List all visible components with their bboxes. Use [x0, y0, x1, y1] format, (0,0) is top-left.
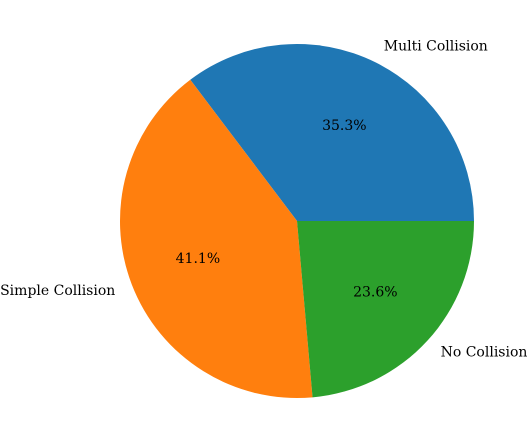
pie-category-label: Multi Collision: [384, 39, 488, 55]
pie-slice-simple-collision: [120, 79, 313, 399]
pie-category-label: Simple Collision: [0, 283, 115, 299]
pie-slice-multi-collision: [190, 43, 474, 222]
pie-percent-label: 35.3%: [322, 118, 366, 134]
pie-category-labels: Multi Collision Simple Collision No Collis…: [0, 39, 527, 361]
pie-category-label: No Collision: [441, 344, 528, 360]
pie-percent-labels: 35.3% 41.1% 23.6%: [176, 118, 398, 301]
pie-slices: [120, 43, 474, 399]
pie-percent-label: 41.1%: [176, 251, 220, 267]
pie-slice-no-collision: [297, 221, 474, 398]
pie-percent-label: 23.6%: [353, 285, 397, 301]
